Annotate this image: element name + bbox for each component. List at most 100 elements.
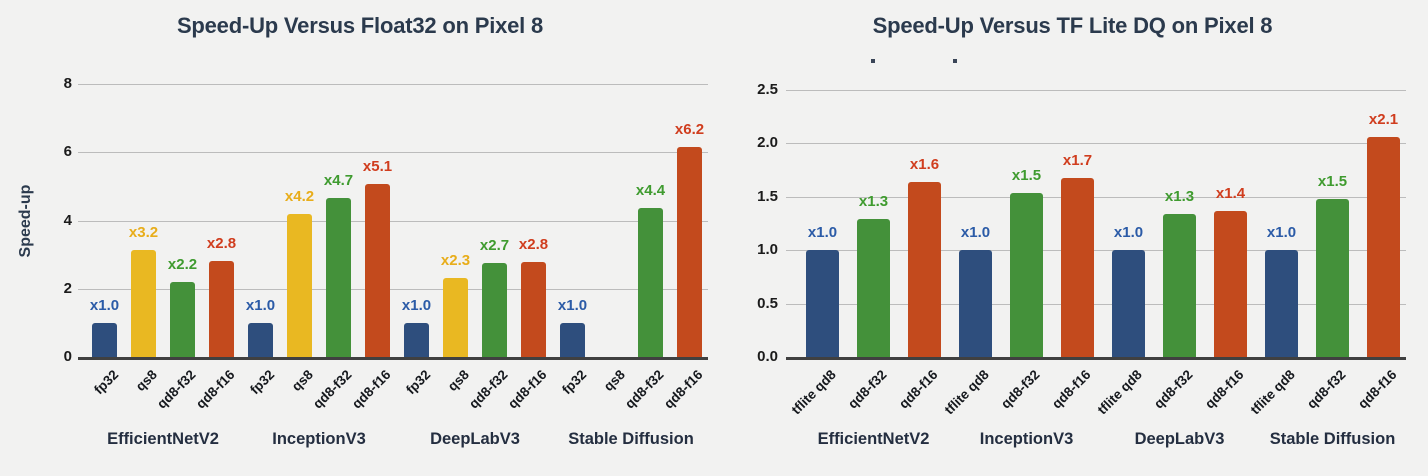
y-axis-tick-label: 1.0 bbox=[757, 241, 778, 259]
x-axis-tick-label: qd8-f16 bbox=[1355, 367, 1401, 412]
chart-title-tflite-dq: Speed-Up Versus TF Lite DQ on Pixel 8 bbox=[872, 13, 1273, 38]
x-axis-tick-label: qd8-f16 bbox=[896, 367, 942, 412]
x-axis-tick-label: fp32 bbox=[558, 367, 590, 398]
y-axis-tick-label: 0 bbox=[63, 348, 72, 365]
x-axis-tick-label: qd8-f16 bbox=[349, 367, 395, 412]
bar-value-label: x1.5 bbox=[1317, 172, 1348, 190]
bar bbox=[560, 322, 585, 357]
gridline bbox=[786, 90, 1406, 91]
x-axis-tick-label: tflite qd8 bbox=[941, 367, 993, 418]
bar bbox=[857, 219, 890, 357]
gridline bbox=[786, 250, 1406, 252]
bar bbox=[677, 147, 702, 357]
bar bbox=[365, 183, 390, 357]
bar bbox=[1163, 213, 1196, 357]
group-label: Stable Diffusion bbox=[568, 430, 694, 448]
x-axis-tick-label: fp32 bbox=[246, 367, 278, 398]
bar-value-label: x1.3 bbox=[1164, 187, 1195, 205]
bar bbox=[959, 250, 992, 357]
y-axis-tick-label: 0.5 bbox=[757, 294, 778, 312]
group-label: InceptionV3 bbox=[272, 430, 366, 448]
bar-value-label: x2.8 bbox=[206, 234, 237, 252]
bar-value-label: x1.6 bbox=[909, 155, 940, 173]
bar-value-label: x1.5 bbox=[1011, 166, 1042, 184]
chart-title-float32: Speed-Up Versus Float32 on Pixel 8 bbox=[176, 13, 544, 38]
x-axis-tick-label: tflite qd8 bbox=[1094, 367, 1146, 418]
x-axis-tick-label: qd8-f16 bbox=[193, 367, 239, 412]
bar-value-label: x1.3 bbox=[858, 193, 889, 211]
x-axis-tick-label: fp32 bbox=[402, 367, 434, 398]
bar-value-label: x1.0 bbox=[960, 224, 991, 242]
bar-value-label: x1.0 bbox=[1113, 224, 1144, 242]
bar-value-label: x4.2 bbox=[284, 188, 315, 206]
bar-value-label: x1.0 bbox=[245, 296, 276, 314]
subtitle-remnant-dot bbox=[871, 59, 875, 63]
gridline bbox=[78, 152, 708, 154]
bar bbox=[209, 260, 234, 357]
bar bbox=[1265, 250, 1298, 357]
x-axis-tick-label: tflite qd8 bbox=[788, 367, 840, 418]
bar-value-label: x2.7 bbox=[479, 237, 510, 255]
x-axis-tick-label: qd8-f16 bbox=[505, 367, 551, 412]
bar-value-label: x5.1 bbox=[362, 157, 393, 175]
bar bbox=[131, 250, 156, 357]
y-axis-tick-label: 2.5 bbox=[757, 81, 778, 98]
y-axis-tick-label: 0.0 bbox=[757, 348, 778, 365]
bar bbox=[482, 263, 507, 357]
x-axis-tick-label: qd8-f32 bbox=[1304, 367, 1350, 412]
gridline bbox=[78, 288, 708, 290]
bar bbox=[92, 322, 117, 357]
gridline bbox=[786, 196, 1406, 198]
bar bbox=[1316, 198, 1349, 357]
bar-value-label: x1.0 bbox=[1266, 224, 1297, 242]
y-axis-tick-label: 4 bbox=[63, 211, 72, 229]
bar bbox=[404, 322, 429, 357]
group-label: DeepLabV3 bbox=[430, 430, 520, 448]
bar-value-label: x4.7 bbox=[323, 172, 354, 190]
x-axis-baseline bbox=[786, 357, 1406, 360]
x-axis-tick-label: tflite qd8 bbox=[1247, 367, 1299, 418]
bar bbox=[521, 261, 546, 357]
bar-value-label: x2.2 bbox=[167, 255, 198, 273]
x-axis-tick-label: qd8-f32 bbox=[622, 367, 668, 412]
y-axis-tick-label: 6 bbox=[63, 143, 72, 161]
bar-value-label: x4.4 bbox=[635, 181, 666, 199]
bar-value-label: x1.4 bbox=[1215, 184, 1246, 202]
x-axis-tick-label: qs8 bbox=[289, 367, 317, 395]
x-axis-tick-label: qd8-f32 bbox=[466, 367, 512, 412]
x-axis-tick-label: fp32 bbox=[90, 367, 122, 398]
bar-value-label: x6.2 bbox=[674, 121, 705, 139]
bar-value-label: x2.8 bbox=[518, 235, 549, 253]
group-label: Stable Diffusion bbox=[1269, 430, 1396, 448]
bar bbox=[287, 214, 312, 357]
y-axis-tick-label: 2 bbox=[63, 279, 72, 297]
bar bbox=[1061, 177, 1094, 357]
x-axis-tick-label: qs8 bbox=[133, 367, 161, 395]
bar bbox=[170, 281, 195, 357]
x-axis-tick-label: qd8-f32 bbox=[998, 367, 1044, 412]
bar bbox=[326, 198, 351, 357]
group-label: EfficientNetV2 bbox=[817, 430, 930, 448]
group-label: EfficientNetV2 bbox=[107, 430, 219, 448]
gridline bbox=[786, 303, 1406, 305]
bar-value-label: x2.1 bbox=[1368, 110, 1399, 128]
subtitle-remnant-dot bbox=[953, 59, 957, 63]
x-axis-tick-label: qd8-f16 bbox=[1202, 367, 1248, 412]
bar bbox=[908, 181, 941, 357]
bar-value-label: x1.0 bbox=[557, 296, 588, 314]
gridline bbox=[786, 143, 1406, 145]
bar bbox=[1112, 250, 1145, 357]
bar bbox=[248, 322, 273, 357]
y-axis-tick-label: 8 bbox=[63, 75, 72, 93]
x-axis-tick-label: qs8 bbox=[445, 367, 473, 395]
y-axis-tick-label: 1.5 bbox=[757, 187, 778, 205]
bar-value-label: x1.0 bbox=[807, 224, 838, 242]
gridline bbox=[78, 84, 708, 86]
group-label: InceptionV3 bbox=[979, 430, 1074, 448]
gridline bbox=[78, 220, 708, 222]
group-label: DeepLabV3 bbox=[1134, 430, 1225, 448]
bar bbox=[806, 250, 839, 357]
x-axis-tick-label: qd8-f32 bbox=[845, 367, 891, 412]
y-axis-tick-label: 2.0 bbox=[757, 134, 778, 152]
